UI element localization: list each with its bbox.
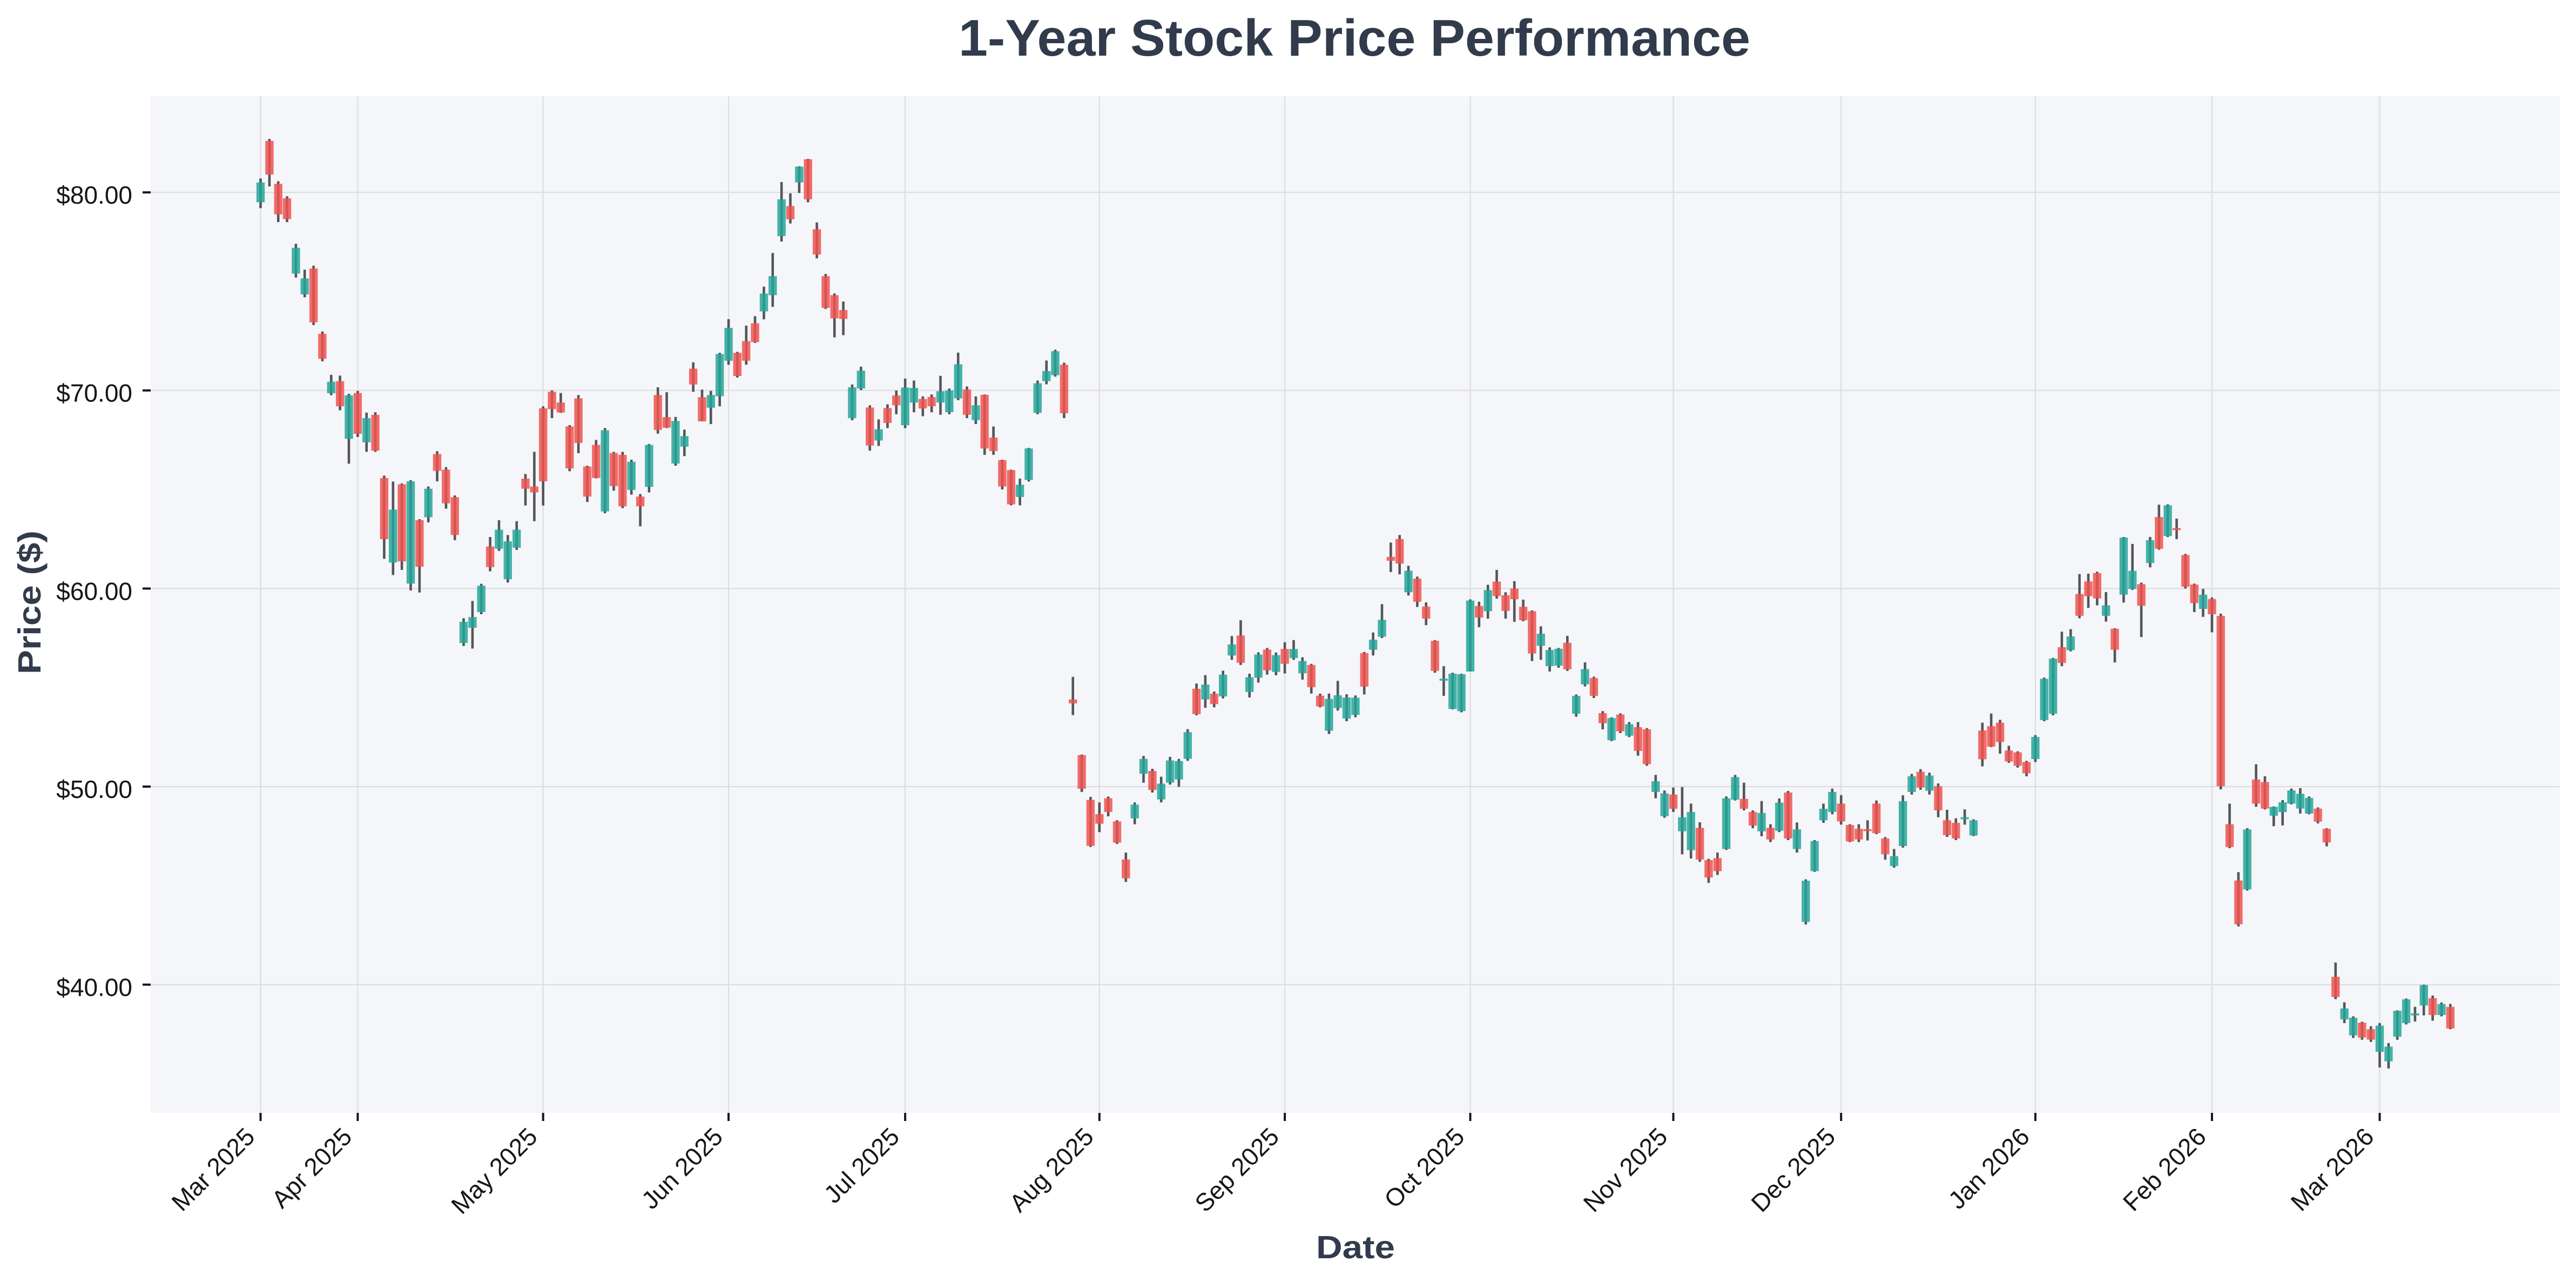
svg-text:$40.00: $40.00 bbox=[56, 974, 132, 1002]
svg-text:Date: Date bbox=[1316, 1230, 1395, 1265]
svg-text:1-Year Stock Price Performance: 1-Year Stock Price Performance bbox=[959, 9, 1750, 67]
svg-text:$80.00: $80.00 bbox=[56, 181, 132, 209]
svg-text:$50.00: $50.00 bbox=[56, 775, 132, 803]
svg-text:$60.00: $60.00 bbox=[56, 577, 132, 605]
svg-text:Price ($): Price ($) bbox=[12, 531, 48, 674]
svg-text:$70.00: $70.00 bbox=[56, 379, 132, 407]
